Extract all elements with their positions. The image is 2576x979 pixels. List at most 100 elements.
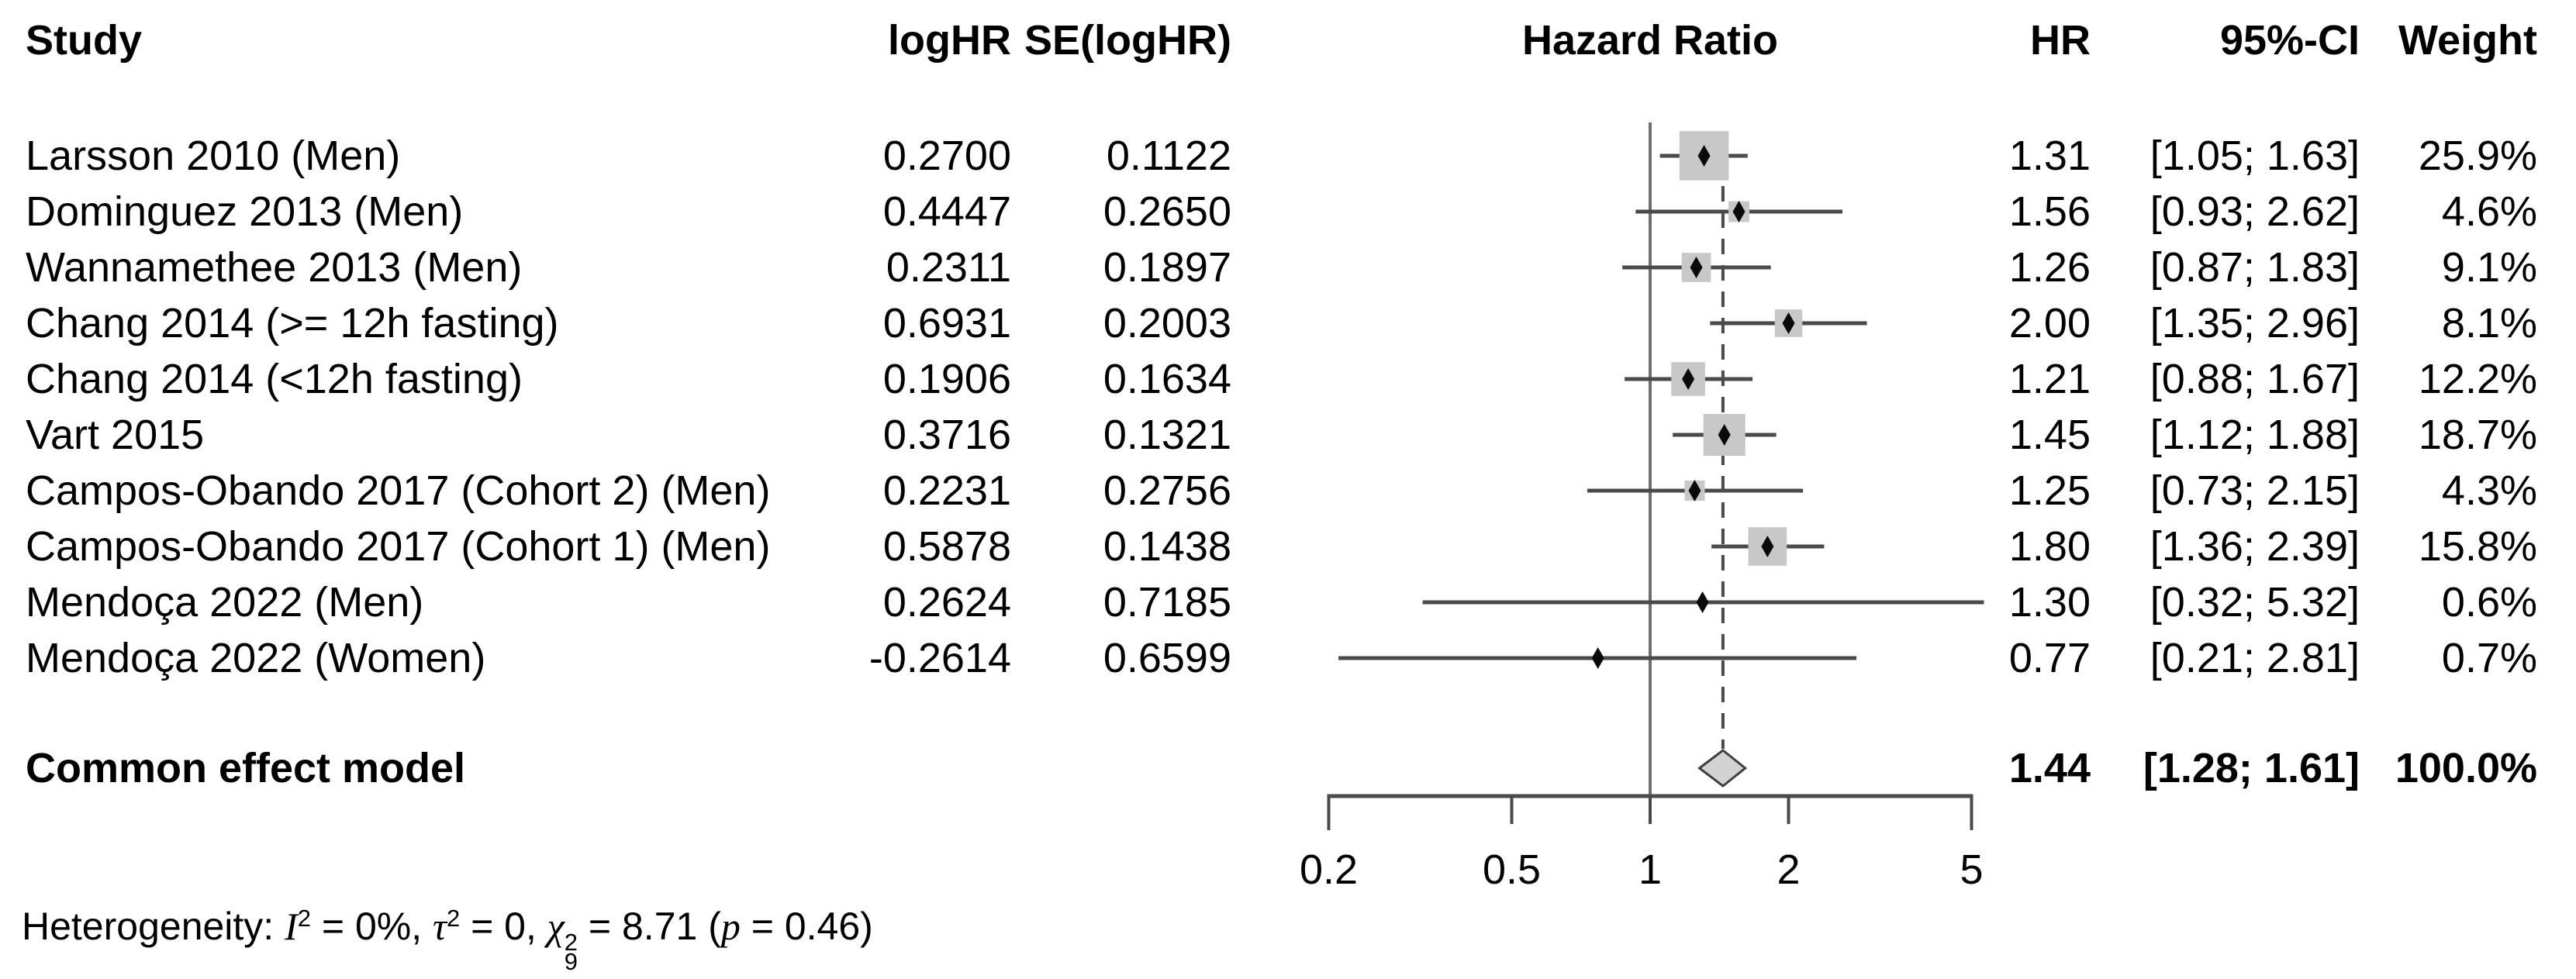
loghr-value: 0.2311	[886, 244, 1011, 291]
summary-ci-value: [1.28; 1.61]	[2143, 745, 2360, 791]
column-header-hazard-ratio: Hazard Ratio	[1521, 17, 1779, 64]
study-name: Vart 2015	[26, 412, 205, 458]
loghr-value: 0.4447	[882, 188, 1011, 235]
loghr-value: 0.5878	[882, 523, 1011, 570]
tau-squared-exponent: 2	[446, 905, 461, 932]
point-estimate-marker	[1697, 145, 1711, 167]
study-name: Larsson 2010 (Men)	[26, 133, 401, 179]
point-estimate-marker	[1690, 257, 1703, 278]
se-loghr-value: 0.1897	[1103, 244, 1231, 291]
se-loghr-value: 0.6599	[1103, 635, 1231, 681]
chi-squared-symbol: χ	[547, 905, 565, 949]
column-header-loghr: logHR	[888, 17, 1011, 64]
loghr-value: 0.2700	[882, 133, 1011, 179]
loghr-value: 0.3716	[882, 412, 1011, 458]
ci-value: [0.73; 2.15]	[2150, 467, 2360, 514]
summary-diamond	[1697, 749, 1748, 788]
point-estimate-marker	[1732, 201, 1746, 222]
point-estimate-marker	[1696, 591, 1709, 613]
ci-value: [0.87; 1.83]	[2150, 244, 2360, 291]
i-squared-value: = 0%,	[311, 905, 433, 949]
weight-value: 12.2%	[2418, 356, 2537, 402]
i-squared-symbol: I	[285, 905, 298, 949]
tau-squared-symbol: τ	[433, 905, 447, 949]
hr-value: 1.80	[2008, 523, 2091, 570]
ci-value: [1.12; 1.88]	[2150, 412, 2360, 458]
ci-value: [0.93; 2.62]	[2150, 188, 2360, 235]
weight-value: 0.7%	[2441, 635, 2537, 681]
se-loghr-value: 0.2756	[1103, 467, 1231, 514]
column-header-hr: HR	[2030, 17, 2091, 64]
study-name: Campos-Obando 2017 (Cohort 1) (Men)	[26, 523, 771, 570]
loghr-value: 0.6931	[882, 300, 1011, 346]
weight-value: 15.8%	[2418, 523, 2537, 570]
weight-value: 0.6%	[2441, 579, 2537, 626]
x-axis-tick-label: 5	[1960, 846, 1983, 893]
weight-value: 18.7%	[2418, 412, 2537, 458]
weight-value: 4.3%	[2441, 467, 2537, 514]
study-name: Wannamethee 2013 (Men)	[26, 244, 523, 291]
weight-value: 4.6%	[2441, 188, 2537, 235]
study-name: Campos-Obando 2017 (Cohort 2) (Men)	[26, 467, 771, 514]
hr-value: 1.21	[2008, 356, 2091, 402]
summary-weight-value: 100.0%	[2395, 745, 2537, 791]
hr-value: 1.56	[2008, 188, 2091, 235]
x-axis-tick-label: 0.2	[1300, 846, 1358, 893]
se-loghr-value: 0.1122	[1106, 133, 1231, 179]
se-loghr-value: 0.1321	[1103, 412, 1231, 458]
study-name: Chang 2014 (<12h fasting)	[26, 356, 523, 402]
se-loghr-value: 0.2650	[1103, 188, 1231, 235]
hr-value: 1.31	[2008, 133, 2091, 179]
summary-hr-value: 1.44	[2008, 745, 2091, 791]
study-name: Dominguez 2013 (Men)	[26, 188, 464, 235]
hr-value: 0.77	[2008, 635, 2091, 681]
p-symbol: p	[720, 905, 741, 949]
point-estimate-marker	[1761, 536, 1774, 557]
loghr-value: 0.2231	[882, 467, 1011, 514]
point-estimate-marker	[1782, 312, 1795, 334]
point-estimate-marker	[1682, 368, 1695, 390]
hr-value: 1.45	[2008, 412, 2091, 458]
weight-value: 8.1%	[2441, 300, 2537, 346]
ci-value: [0.88; 1.67]	[2150, 356, 2360, 402]
x-axis-tick-label: 2	[1777, 846, 1800, 893]
point-estimate-marker	[1718, 424, 1731, 446]
hr-value: 2.00	[2008, 300, 2091, 346]
i-squared-exponent: 2	[297, 905, 311, 932]
study-name: Mendoça 2022 (Men)	[26, 579, 424, 626]
loghr-value: 0.1906	[882, 356, 1011, 402]
study-name: Mendoça 2022 (Women)	[26, 635, 486, 681]
se-loghr-value: 0.7185	[1103, 579, 1231, 626]
p-value: = 0.46)	[740, 905, 873, 949]
loghr-value: 0.2624	[882, 579, 1011, 626]
se-loghr-value: 0.2003	[1103, 300, 1231, 346]
ci-value: [1.35; 2.96]	[2150, 300, 2360, 346]
column-header-se: SE(logHR)	[1024, 17, 1231, 64]
se-loghr-value: 0.1634	[1103, 356, 1231, 402]
weight-value: 9.1%	[2441, 244, 2537, 291]
ci-value: [0.21; 2.81]	[2150, 635, 2360, 681]
hr-value: 1.26	[2008, 244, 2091, 291]
point-estimate-marker	[1688, 480, 1701, 502]
ci-value: [1.05; 1.63]	[2150, 133, 2360, 179]
se-loghr-value: 0.1438	[1103, 523, 1231, 570]
heterogeneity-label: Heterogeneity:	[22, 905, 285, 949]
x-axis-tick-label: 1	[1638, 846, 1662, 893]
summary-label: Common effect model	[26, 745, 466, 791]
study-name: Chang 2014 (>= 12h fasting)	[26, 300, 559, 346]
chi-squared-value: = 8.71 (	[578, 905, 721, 949]
weight-value: 25.9%	[2418, 133, 2537, 179]
ci-value: [0.32; 5.32]	[2150, 579, 2360, 626]
point-estimate-marker	[1591, 647, 1604, 669]
column-header-ci: 95%-CI	[2219, 17, 2360, 64]
hr-value: 1.25	[2008, 467, 2091, 514]
x-axis-tick-label: 0.5	[1483, 846, 1541, 893]
tau-squared-value: = 0,	[460, 905, 547, 949]
hr-value: 1.30	[2008, 579, 2091, 626]
loghr-value: -0.2614	[868, 635, 1011, 681]
ci-value: [1.36; 2.39]	[2150, 523, 2360, 570]
